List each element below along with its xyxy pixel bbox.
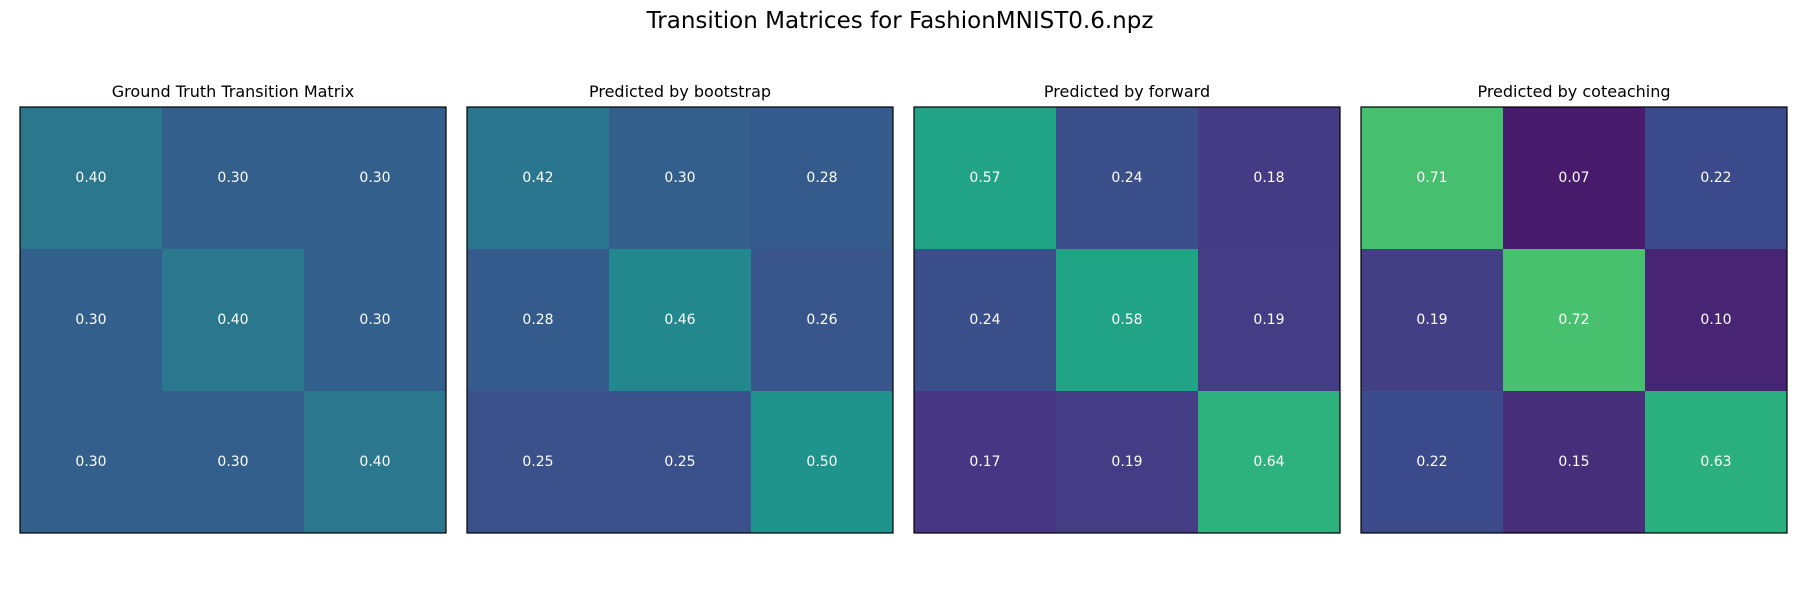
heatmap-cell	[304, 391, 447, 534]
heatmap-cell	[751, 249, 894, 392]
heatmap-cell-label: 0.15	[1558, 454, 1589, 470]
heatmap-cell-label: 0.30	[75, 454, 106, 470]
heatmap-cell	[304, 107, 447, 250]
heatmap-cell-label: 0.58	[1111, 312, 1142, 328]
heatmap-cell	[1503, 107, 1646, 250]
heatmap-coteaching: 0.71 0.07 0.22 0.19 0.72 0.10 0.22 0.15 0.63	[1360, 106, 1788, 534]
heatmap-cell	[609, 391, 752, 534]
heatmap-cell	[20, 249, 163, 392]
heatmap-cell	[751, 391, 894, 534]
heatmap-cell	[1056, 391, 1199, 534]
heatmap-cell-label: 0.07	[1558, 170, 1589, 186]
heatmap-cell-label: 0.30	[217, 170, 248, 186]
heatmap-frame	[913, 106, 1341, 534]
heatmap-cell-label: 0.22	[1700, 170, 1731, 186]
heatmap-ground-truth: 0.40 0.30 0.30 0.30 0.40 0.30 0.30 0.30 0.40	[19, 106, 447, 534]
heatmap-cell-label: 0.50	[806, 454, 837, 470]
heatmap-cell	[467, 391, 610, 534]
heatmap-cell	[1056, 249, 1199, 392]
heatmap-cell-label: 0.63	[1700, 454, 1731, 470]
heatmap-cell-label: 0.30	[75, 312, 106, 328]
heatmap-cell-label: 0.25	[664, 454, 695, 470]
heatmap-title-bootstrap: Predicted by bootstrap	[588, 82, 772, 101]
heatmap-forward: 0.57 0.24 0.18 0.24 0.58 0.19 0.17 0.19 0.64	[913, 106, 1341, 534]
heatmap-cell	[1198, 107, 1341, 250]
heatmap-cell	[751, 107, 894, 250]
heatmap-frame	[1360, 106, 1788, 534]
heatmap-cell-label: 0.30	[359, 312, 390, 328]
heatmap-cell	[1198, 249, 1341, 392]
heatmap-cell-label: 0.72	[1558, 312, 1589, 328]
heatmap-title-ground-truth: Ground Truth Transition Matrix	[111, 82, 355, 101]
heatmap-cell	[162, 249, 305, 392]
heatmap-cell	[20, 391, 163, 534]
heatmap-cell	[467, 249, 610, 392]
figure-title: Transition Matrices for FashionMNIST0.6.…	[646, 8, 1154, 34]
heatmap-frame	[466, 106, 894, 534]
heatmap-cell-label: 0.26	[806, 312, 837, 328]
heatmap-cell-label: 0.18	[1253, 170, 1284, 186]
heatmap-cell	[1503, 249, 1646, 392]
heatmap-cell-label: 0.64	[1253, 454, 1284, 470]
heatmap-cell	[609, 107, 752, 250]
heatmap-cell-label: 0.19	[1111, 454, 1142, 470]
heatmap-cell-label: 0.30	[217, 454, 248, 470]
heatmap-cell-label: 0.40	[75, 170, 106, 186]
heatmap-cell	[914, 391, 1057, 534]
heatmap-title-forward: Predicted by forward	[1043, 82, 1211, 101]
heatmap-cell-label: 0.46	[664, 312, 695, 328]
heatmap-cell-label: 0.30	[664, 170, 695, 186]
heatmap-frame	[19, 106, 447, 534]
heatmap-cell	[1361, 249, 1504, 392]
heatmap-cell-label: 0.10	[1700, 312, 1731, 328]
heatmap-cell-label: 0.19	[1253, 312, 1284, 328]
heatmap-title-coteaching: Predicted by coteaching	[1477, 82, 1671, 101]
heatmap-cell-label: 0.40	[359, 454, 390, 470]
heatmap-cell	[20, 107, 163, 250]
heatmap-cell-label: 0.42	[522, 170, 553, 186]
heatmap-cell	[162, 391, 305, 534]
heatmap-cell-label: 0.25	[522, 454, 553, 470]
heatmap-cell	[1056, 107, 1199, 250]
heatmap-cell-label: 0.22	[1416, 454, 1447, 470]
heatmap-cell	[1645, 391, 1788, 534]
heatmap-cell-label: 0.28	[806, 170, 837, 186]
heatmap-cell-label: 0.57	[969, 170, 1000, 186]
heatmap-cell	[1503, 391, 1646, 534]
heatmap-cell-label: 0.17	[969, 454, 1000, 470]
heatmap-cell	[914, 249, 1057, 392]
heatmap-cell	[1645, 107, 1788, 250]
heatmap-bootstrap: 0.42 0.30 0.28 0.28 0.46 0.26 0.25 0.25 0.50	[466, 106, 894, 534]
heatmap-cell	[1645, 249, 1788, 392]
heatmap-cell	[467, 107, 610, 250]
heatmap-cell-label: 0.40	[217, 312, 248, 328]
heatmap-cell-label: 0.24	[1111, 170, 1142, 186]
heatmap-cell	[1361, 107, 1504, 250]
heatmap-cell	[914, 107, 1057, 250]
heatmap-cell-label: 0.19	[1416, 312, 1447, 328]
heatmap-cell-label: 0.30	[359, 170, 390, 186]
heatmap-cell-label: 0.28	[522, 312, 553, 328]
heatmap-cell-label: 0.71	[1416, 170, 1447, 186]
heatmap-cell-label: 0.24	[969, 312, 1000, 328]
heatmap-cell	[1198, 391, 1341, 534]
heatmap-cell	[1361, 391, 1504, 534]
heatmap-cell	[162, 107, 305, 250]
heatmap-cell	[304, 249, 447, 392]
heatmap-cell	[609, 249, 752, 392]
